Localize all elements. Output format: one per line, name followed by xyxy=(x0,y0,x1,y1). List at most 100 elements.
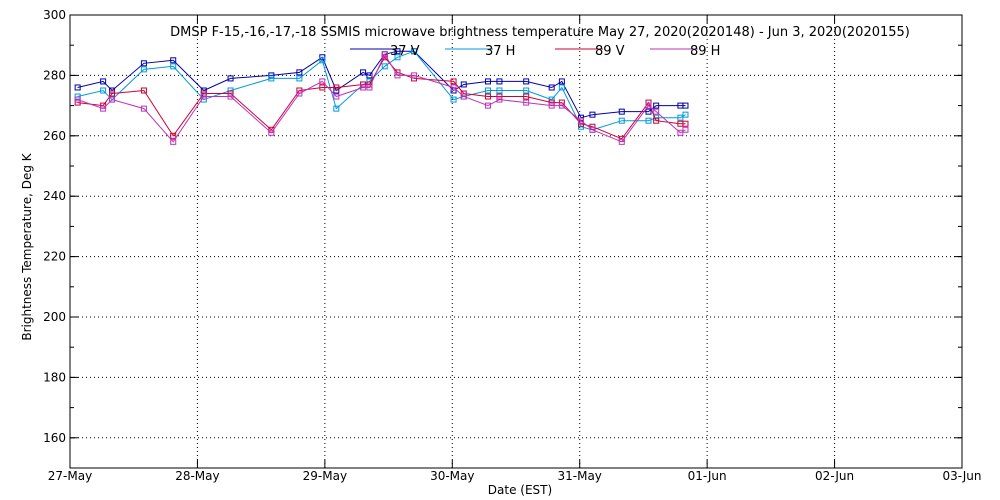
data-point xyxy=(484,93,491,100)
data-point xyxy=(140,66,147,73)
data-point xyxy=(682,111,689,118)
data-point xyxy=(484,78,491,85)
x-axis-label: Date (EST) xyxy=(488,483,552,497)
data-point xyxy=(74,84,81,91)
y-tick-label: 280 xyxy=(43,68,66,82)
data-point xyxy=(360,81,367,88)
data-point xyxy=(170,138,177,145)
series-layer xyxy=(74,48,689,145)
y-tick-label: 300 xyxy=(43,8,66,22)
chart-title: DMSP F-15,-16,-17,-18 SSMIS microwave br… xyxy=(170,25,910,40)
data-point xyxy=(523,78,530,85)
series-line xyxy=(77,53,686,143)
data-point xyxy=(460,93,467,100)
data-point xyxy=(170,132,177,139)
y-tick-label: 240 xyxy=(43,189,66,203)
y-tick-label: 220 xyxy=(43,250,66,264)
data-point xyxy=(618,108,625,115)
data-point xyxy=(100,105,107,112)
plot-frame xyxy=(69,14,963,469)
data-point xyxy=(577,123,584,130)
data-point xyxy=(268,129,275,136)
data-point xyxy=(682,126,689,133)
data-point xyxy=(296,90,303,97)
axis-ticks: 160 180 200 220 240 260 280 300 27-May 28-May 29-M… xyxy=(43,8,981,483)
data-point xyxy=(140,87,147,94)
series-line xyxy=(77,50,686,119)
data-point xyxy=(618,138,625,145)
data-point xyxy=(366,84,373,91)
x-tick-label: 28-May xyxy=(175,469,219,483)
x-tick-label: 27-May xyxy=(48,469,92,483)
data-point xyxy=(496,78,503,85)
data-point xyxy=(333,84,340,91)
data-point xyxy=(100,78,107,85)
data-point xyxy=(394,72,401,79)
legend-label: 89 H xyxy=(690,44,720,59)
x-tick-label: 29-May xyxy=(303,469,347,483)
data-point xyxy=(109,96,116,103)
data-point xyxy=(394,54,401,61)
data-point xyxy=(366,72,373,79)
x-tick-label: 31-May xyxy=(558,469,602,483)
data-point xyxy=(682,120,689,127)
y-tick-label: 260 xyxy=(43,129,66,143)
y-tick-label: 160 xyxy=(43,431,66,445)
data-point xyxy=(381,51,388,58)
y-axis-label: Brightness Temperature, Deg K xyxy=(20,152,34,340)
data-point xyxy=(360,84,367,91)
data-point xyxy=(296,69,303,76)
y-tick-label: 200 xyxy=(43,310,66,324)
data-point xyxy=(558,84,565,91)
data-point xyxy=(140,105,147,112)
data-point xyxy=(227,93,234,100)
legend-label: 37 H xyxy=(485,44,515,59)
data-point xyxy=(411,75,418,82)
data-point xyxy=(645,102,652,109)
data-point xyxy=(450,84,457,91)
legend-label: 37 V xyxy=(390,44,420,59)
data-point xyxy=(682,102,689,109)
data-point xyxy=(677,129,684,136)
data-point xyxy=(296,75,303,82)
data-point xyxy=(645,108,652,115)
data-point xyxy=(411,72,418,79)
data-point xyxy=(460,81,467,88)
data-point xyxy=(653,117,660,124)
x-tick-label: 01-Jun xyxy=(688,469,727,483)
data-point xyxy=(496,87,503,94)
x-tick-label: 30-May xyxy=(430,469,474,483)
data-point xyxy=(645,117,652,124)
data-point xyxy=(109,90,116,97)
data-point xyxy=(548,96,555,103)
data-point xyxy=(360,69,367,76)
data-point xyxy=(548,84,555,91)
data-point xyxy=(319,78,326,85)
data-point xyxy=(381,63,388,70)
data-point xyxy=(109,87,116,94)
data-point xyxy=(484,87,491,94)
data-point xyxy=(411,48,418,55)
data-point xyxy=(268,75,275,82)
x-tick-label: 03-Jun xyxy=(942,469,981,483)
x-tick-label: 02-Jun xyxy=(815,469,854,483)
data-point xyxy=(548,99,555,106)
data-point xyxy=(496,93,503,100)
data-point xyxy=(577,117,584,124)
data-point xyxy=(200,93,207,100)
data-point xyxy=(558,99,565,106)
data-point xyxy=(653,108,660,115)
y-tick-label: 180 xyxy=(43,370,66,384)
legend-label: 89 V xyxy=(595,44,625,59)
data-point xyxy=(170,63,177,70)
data-point xyxy=(319,84,326,91)
data-point xyxy=(677,114,684,121)
data-point xyxy=(333,93,340,100)
data-point xyxy=(74,96,81,103)
data-point xyxy=(227,75,234,82)
data-point xyxy=(589,111,596,118)
data-point xyxy=(170,57,177,64)
data-point xyxy=(523,93,530,100)
